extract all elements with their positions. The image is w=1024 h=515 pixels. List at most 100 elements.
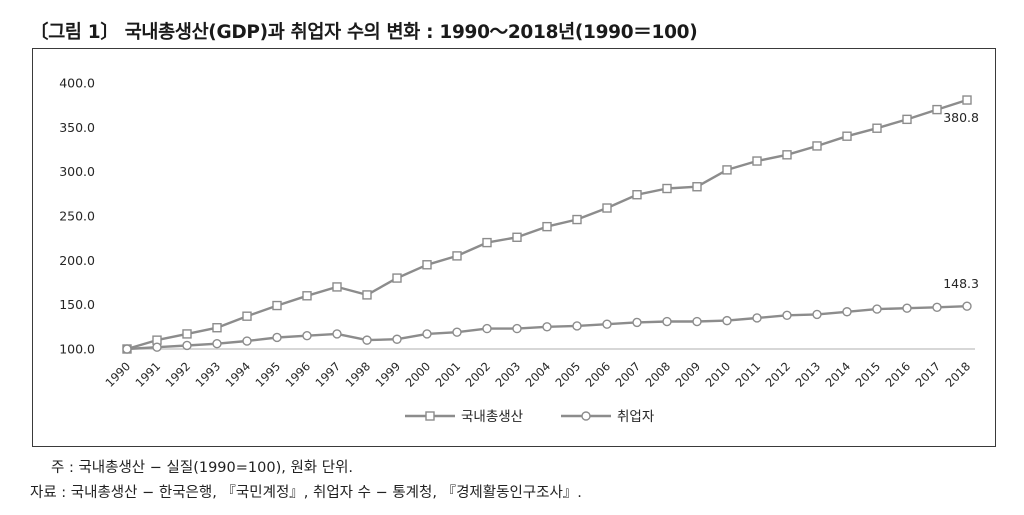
figure-title: 〔그림 1〕 국내총생산(GDP)과 취업자 수의 변화 : 1990～2018… bbox=[30, 22, 698, 43]
x-tick-label: 1994 bbox=[223, 359, 254, 390]
source-line: 자료 : 국내총생산 − 한국은행, 『국민계정』, 취업자 수 − 통계청, … bbox=[30, 485, 582, 501]
gdp-point bbox=[932, 104, 942, 115]
gdp-point bbox=[362, 290, 372, 300]
employment-point bbox=[122, 344, 132, 354]
y-tick-label: 350.0 bbox=[59, 120, 95, 135]
gdp-point bbox=[602, 203, 612, 213]
gdp-point bbox=[452, 251, 462, 261]
x-tick-label: 1990 bbox=[103, 359, 134, 390]
x-tick-label: 1997 bbox=[313, 359, 344, 390]
note-line: 주 : 국내총생산 − 실질(1990=100), 원화 단위. bbox=[51, 460, 354, 476]
x-tick-label: 1996 bbox=[283, 359, 314, 390]
x-tick-label: 2012 bbox=[763, 359, 794, 390]
gdp-point bbox=[962, 95, 972, 105]
x-tick-label: 2008 bbox=[643, 359, 674, 390]
y-tick-label: 100.0 bbox=[59, 342, 95, 357]
x-tick-label: 2015 bbox=[853, 359, 884, 390]
x-tick-label: 2004 bbox=[523, 359, 554, 390]
employment-point bbox=[182, 340, 192, 351]
x-tick-label: 2009 bbox=[673, 359, 704, 390]
x-tick-label: 1991 bbox=[133, 359, 164, 390]
x-tick-label: 2010 bbox=[703, 359, 734, 390]
employment-point bbox=[452, 327, 462, 337]
employment-point bbox=[872, 304, 882, 314]
gdp-point bbox=[512, 232, 522, 242]
employment-point bbox=[362, 335, 372, 345]
x-tick-label: 2016 bbox=[883, 359, 914, 390]
y-tick-label: 150.0 bbox=[59, 297, 95, 312]
y-tick-label: 300.0 bbox=[59, 164, 95, 179]
gdp-point bbox=[722, 165, 732, 175]
x-tick-label: 2006 bbox=[583, 359, 614, 390]
legend-square-marker bbox=[425, 411, 435, 421]
employment-point bbox=[812, 309, 822, 320]
x-tick-label: 2003 bbox=[493, 359, 524, 390]
employment-point bbox=[392, 334, 402, 344]
legend-label: 취업자 bbox=[617, 409, 655, 425]
x-tick-label: 1998 bbox=[343, 359, 374, 390]
x-tick-label: 2013 bbox=[793, 359, 824, 390]
x-tick-label: 2001 bbox=[433, 359, 464, 390]
employment-point bbox=[752, 313, 762, 323]
gdp-point bbox=[632, 190, 642, 200]
x-tick-label: 2017 bbox=[913, 359, 944, 390]
gdp-point bbox=[542, 221, 552, 232]
x-tick-label: 1992 bbox=[163, 359, 194, 390]
employment-point bbox=[302, 331, 312, 341]
x-tick-label: 1993 bbox=[193, 359, 224, 390]
figure-notes: 주 : 국내총생산 − 실질(1990=100), 원화 단위. 자료 : 국내… bbox=[0, 456, 582, 506]
x-tick-label: 1995 bbox=[253, 359, 284, 390]
x-tick-label: 2011 bbox=[733, 359, 764, 390]
gdp-point bbox=[242, 311, 252, 321]
legend-circle-marker bbox=[581, 411, 591, 421]
employment-point bbox=[242, 336, 252, 346]
end-value-label: 148.3 bbox=[943, 276, 979, 291]
gdp-point bbox=[482, 237, 492, 248]
gdp-point bbox=[842, 131, 852, 141]
gdp-point bbox=[872, 123, 882, 133]
x-tick-label: 2005 bbox=[553, 359, 584, 390]
gdp-point bbox=[572, 214, 582, 225]
gdp-point bbox=[212, 323, 222, 333]
employment-point bbox=[962, 301, 972, 311]
x-tick-label: 2007 bbox=[613, 359, 644, 390]
employment-point bbox=[842, 307, 852, 317]
x-tick-label: 2018 bbox=[943, 359, 974, 390]
employment-point bbox=[782, 310, 792, 321]
x-tick-label: 2014 bbox=[823, 359, 854, 390]
gdp-point bbox=[662, 183, 672, 194]
x-tick-label: 2002 bbox=[463, 359, 494, 390]
gdp-point bbox=[692, 182, 702, 192]
gdp-point bbox=[182, 329, 192, 339]
employment-point bbox=[692, 316, 702, 327]
gdp-point bbox=[902, 114, 912, 125]
chart-frame: 100.0 150.0 200.0 250.0 300.0 350.0 400.0 1990 1… bbox=[32, 48, 996, 447]
gdp-point bbox=[302, 291, 312, 301]
gdp-point bbox=[332, 282, 342, 292]
employment-point bbox=[422, 329, 432, 339]
employment-point bbox=[332, 329, 342, 339]
employment-point bbox=[632, 317, 642, 328]
employment-point bbox=[902, 303, 912, 313]
x-tick-label: 2000 bbox=[403, 359, 434, 390]
gdp-point bbox=[812, 141, 822, 151]
employment-point bbox=[212, 338, 222, 349]
employment-point bbox=[542, 322, 552, 332]
employment-point bbox=[662, 316, 672, 327]
employment-point bbox=[512, 323, 522, 334]
gdp-point bbox=[392, 273, 402, 283]
x-tick-label: 1999 bbox=[373, 359, 404, 390]
employment-point bbox=[722, 315, 732, 326]
y-tick-label: 400.0 bbox=[59, 76, 95, 91]
gdp-point bbox=[422, 260, 432, 270]
y-tick-label: 200.0 bbox=[59, 253, 95, 268]
gdp-point bbox=[752, 156, 762, 166]
employment-point bbox=[602, 319, 612, 329]
employment-point bbox=[272, 332, 282, 343]
employment-point bbox=[932, 302, 942, 313]
gdp-point bbox=[782, 150, 792, 160]
employment-point bbox=[482, 323, 492, 334]
legend-label: 국내총생산 bbox=[461, 409, 523, 425]
end-value-label: 380.8 bbox=[943, 110, 979, 125]
